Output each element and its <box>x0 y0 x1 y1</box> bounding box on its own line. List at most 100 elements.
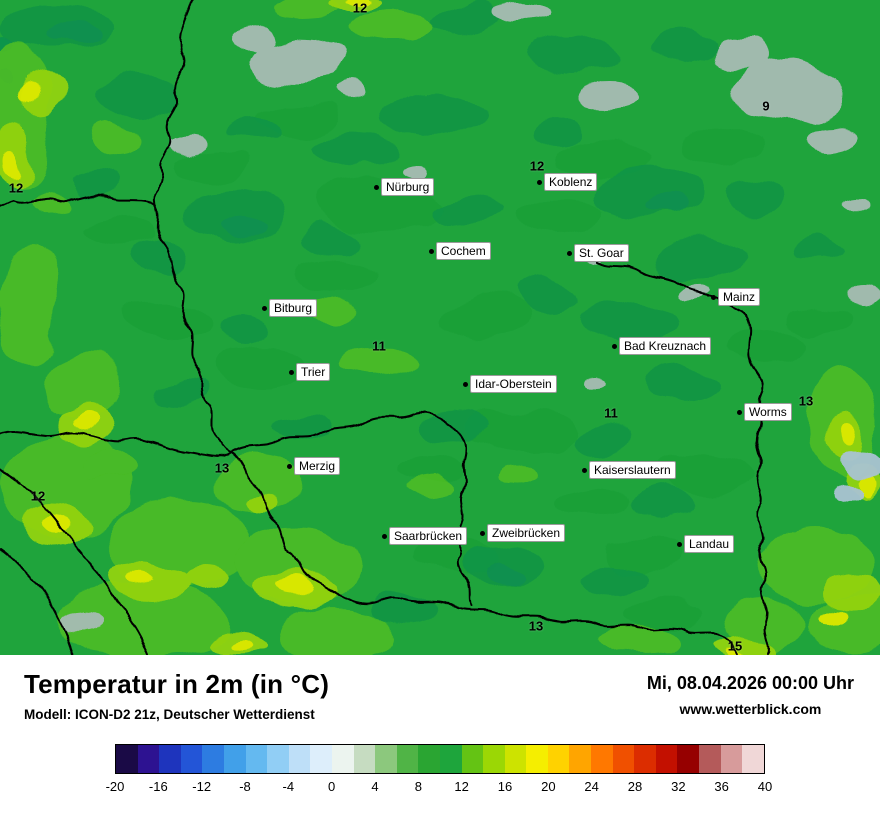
city-label: Bad Kreuznach <box>619 337 712 355</box>
temp-label: 11 <box>372 338 386 354</box>
legend-segment <box>267 745 289 773</box>
legend-segment <box>504 745 527 773</box>
website-url: www.wetterblick.com <box>679 701 822 717</box>
legend-segment <box>483 745 505 773</box>
city-dot <box>611 343 617 349</box>
legend-bar <box>115 744 765 774</box>
temp-label: 11 <box>604 405 618 421</box>
legend-segment <box>223 745 246 773</box>
legend-segment <box>396 745 419 773</box>
legend-segment <box>353 745 376 773</box>
city-dot <box>676 541 682 547</box>
datetime-block: Mi, 08.04.2026 00:00 Uhr www.wetterblick… <box>647 669 854 717</box>
legend-segment <box>202 745 224 773</box>
city-dot <box>566 250 572 256</box>
legend-ticks: -20 -16 -12 -8 -4 0 4 8 12 16 20 24 28 32 36 40 <box>106 779 773 797</box>
legend-segment <box>526 745 548 773</box>
legend-segment <box>159 745 181 773</box>
legend-tick: 36 <box>714 779 729 794</box>
title-block: Temperatur in 2m (in °C) Modell: ICON-D2… <box>24 669 329 722</box>
city-dot <box>479 530 485 536</box>
city-label: Mainz <box>718 288 761 306</box>
legend-segment <box>288 745 311 773</box>
city-label: Landau <box>684 535 735 553</box>
city-dot <box>261 305 267 311</box>
legend-tick: 16 <box>497 779 513 794</box>
legend-tick: -8 <box>239 779 251 794</box>
city-dot <box>288 369 294 375</box>
legend-segment <box>655 745 678 773</box>
temp-label: 12 <box>529 158 545 174</box>
temp-label: 15 <box>727 638 743 654</box>
legend-tick: -12 <box>192 779 212 794</box>
forecast-datetime: Mi, 08.04.2026 00:00 Uhr <box>646 673 854 693</box>
page-title: Temperatur in 2m (in °C) <box>24 669 330 699</box>
city-label: Zweibrücken <box>487 524 566 542</box>
city-dot <box>373 184 379 190</box>
legend-segment <box>742 745 764 773</box>
legend-tick: -20 <box>105 779 125 794</box>
legend-segment <box>461 745 484 773</box>
city-label: Cochem <box>436 242 491 260</box>
city-dot <box>581 467 587 473</box>
city-label: Nürburg <box>381 178 435 196</box>
city-dot <box>710 294 716 300</box>
legend-tick: -16 <box>148 779 168 794</box>
city-dot <box>286 463 292 469</box>
legend-segment <box>375 745 397 773</box>
legend-tick: 20 <box>541 779 556 794</box>
temp-label: 9 <box>762 98 770 114</box>
temp-label: 13 <box>214 460 230 476</box>
temp-label: 12 <box>352 0 368 16</box>
legend-segment <box>547 745 570 773</box>
temp-label: 13 <box>528 618 544 634</box>
city-label: Idar-Oberstein <box>470 375 557 393</box>
city-dot <box>462 381 468 387</box>
model-info: Modell: ICON-D2 21z, Deutscher Wetterdie… <box>24 707 315 722</box>
temperature-map-svg <box>0 0 880 655</box>
city-dot <box>381 533 387 539</box>
city-label: Bitburg <box>269 299 318 317</box>
temp-label: 12 <box>30 488 46 504</box>
legend-segment <box>634 745 656 773</box>
city-label: Worms <box>744 403 792 421</box>
legend-segment <box>418 745 440 773</box>
legend-tick: 24 <box>584 779 599 794</box>
legend-segment <box>612 745 635 773</box>
border-northwest <box>152 0 194 205</box>
legend-tick: 8 <box>414 779 422 794</box>
city-label: Merzig <box>294 457 341 475</box>
border-france-inner-2 <box>0 548 74 655</box>
legend-segment <box>310 745 332 773</box>
legend-segment <box>699 745 721 773</box>
city-label: Trier <box>296 363 331 381</box>
map-area: Nürburg Koblenz Cochem St. Goar Bitburg … <box>0 0 880 655</box>
city-dot <box>428 248 434 254</box>
temp-label: 13 <box>798 393 814 409</box>
border-france-south <box>231 451 738 655</box>
legend-tick: 40 <box>757 779 773 794</box>
city-label: St. Goar <box>574 244 629 262</box>
legend-segment <box>591 745 613 773</box>
legend-tick: 28 <box>627 779 643 794</box>
legend-segment <box>569 745 592 773</box>
footer: Temperatur in 2m (in °C) Modell: ICON-D2… <box>0 655 880 830</box>
legend-segment <box>245 745 268 773</box>
legend-segment <box>116 745 138 773</box>
city-dot <box>736 409 742 415</box>
legend-segment <box>677 745 700 773</box>
border-west-branch <box>0 195 156 208</box>
city-label: Saarbrücken <box>389 527 468 545</box>
border-france-west <box>0 430 233 458</box>
legend-tick: 12 <box>454 779 469 794</box>
temperature-legend: -20 -16 -12 -8 -4 0 4 8 12 16 20 24 28 32 36 40 <box>106 744 773 797</box>
legend-segment <box>180 745 203 773</box>
city-dot <box>536 179 542 185</box>
border-saarland <box>231 411 472 606</box>
city-label: Koblenz <box>544 173 598 191</box>
city-label: Kaiserslautern <box>589 461 676 479</box>
border-luxembourg <box>154 203 233 453</box>
legend-segment <box>331 745 354 773</box>
legend-tick: 32 <box>671 779 686 794</box>
